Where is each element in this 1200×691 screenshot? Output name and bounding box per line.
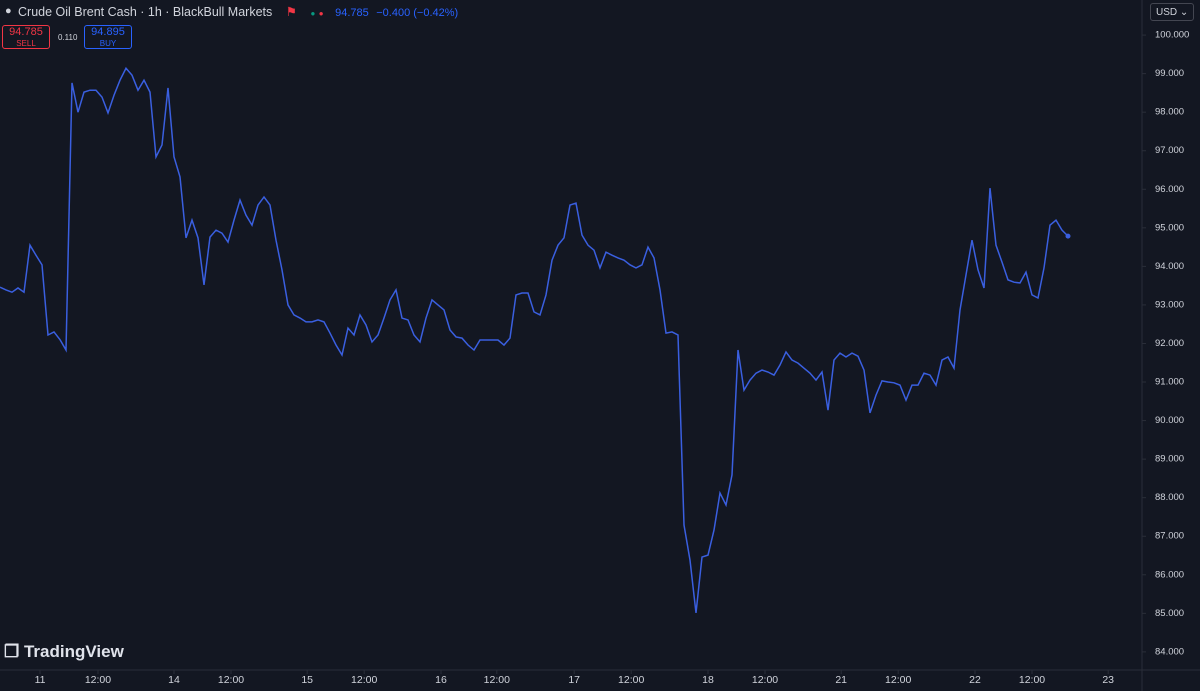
x-tick-label: 21 <box>835 674 847 686</box>
y-tick-label: 89.000 <box>1155 454 1184 465</box>
currency-label: USD <box>1156 7 1178 18</box>
x-tick-label: 18 <box>702 674 714 686</box>
y-tick-label: 88.000 <box>1155 492 1184 503</box>
sell-price: 94.785 <box>9 26 43 38</box>
y-tick-label: 95.000 <box>1155 222 1184 233</box>
drop-icon: ● <box>5 5 12 17</box>
symbol-title: Crude Oil Brent Cash · 1h · BlackBull Ma… <box>18 5 273 19</box>
x-tick-label: 12:00 <box>85 674 111 686</box>
x-tick-label: 12:00 <box>218 674 244 686</box>
price-line <box>0 66 1069 614</box>
y-tick-label: 93.000 <box>1155 299 1184 310</box>
x-tick-label: 12:00 <box>752 674 778 686</box>
logo: ❐ TradingView <box>4 642 124 661</box>
x-tick-label: 12:00 <box>1019 674 1045 686</box>
y-tick-label: 86.000 <box>1155 569 1184 580</box>
y-tick-label: 87.000 <box>1155 531 1184 542</box>
y-tick-label: 84.000 <box>1155 646 1184 657</box>
x-tick-label: 17 <box>568 674 580 686</box>
x-tick-label: 12:00 <box>484 674 510 686</box>
sell-button[interactable]: 94.785 SELL <box>2 25 50 49</box>
x-tick-label: 12:00 <box>885 674 911 686</box>
last-price: 94.785 <box>335 7 369 19</box>
buy-button[interactable]: 94.895 BUY <box>84 25 132 49</box>
x-tick-label: 16 <box>435 674 447 686</box>
currency-button[interactable]: USD ⌄ <box>1150 3 1194 21</box>
logo-text: TradingView <box>23 642 124 661</box>
x-tick-label: 12:00 <box>618 674 644 686</box>
status-dot: ● <box>318 9 324 18</box>
y-tick-label: 97.000 <box>1155 145 1184 156</box>
y-tick-label: 100.000 <box>1155 30 1189 41</box>
buy-label: BUY <box>99 39 117 48</box>
y-tick-label: 98.000 <box>1155 107 1184 118</box>
sell-label: SELL <box>16 39 36 48</box>
x-tick-label: 14 <box>168 674 180 686</box>
flag-icon: ⚑ <box>285 5 297 19</box>
y-tick-label: 94.000 <box>1155 261 1184 272</box>
x-tick-label: 15 <box>301 674 313 686</box>
header: Crude Oil Brent Cash · 1h · BlackBull Ma… <box>18 4 458 19</box>
status-dot: ● <box>310 9 316 18</box>
spread: 0.110 <box>58 33 78 42</box>
x-tick-label: 12:00 <box>351 674 377 686</box>
x-tick-label: 11 <box>35 674 46 686</box>
x-tick-label: 23 <box>1102 674 1114 686</box>
y-tick-label: 90.000 <box>1155 415 1184 426</box>
buy-price: 94.895 <box>91 26 125 38</box>
y-tick-label: 85.000 <box>1155 608 1184 619</box>
y-tick-label: 99.000 <box>1155 68 1184 79</box>
price-change: −0.400 (−0.42%) <box>376 7 459 19</box>
y-tick-label: 96.000 <box>1155 184 1184 195</box>
y-tick-label: 91.000 <box>1155 377 1184 388</box>
last-point <box>1065 233 1071 239</box>
x-tick-label: 22 <box>969 674 981 686</box>
y-tick-label: 92.000 <box>1155 338 1184 349</box>
